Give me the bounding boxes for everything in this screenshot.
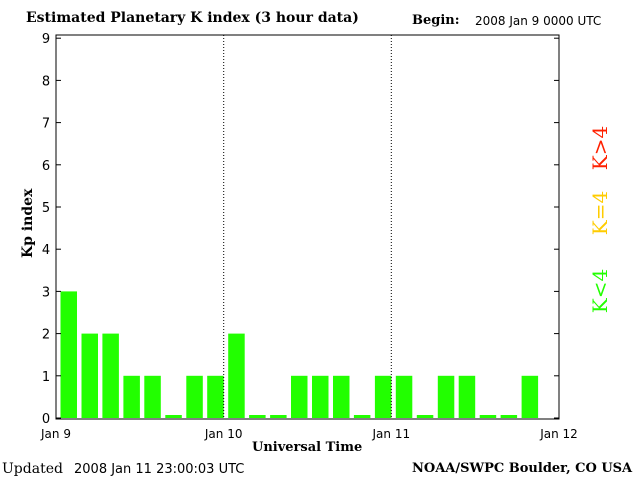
y-axis-label: Kp index xyxy=(20,188,36,258)
kp-bar xyxy=(333,375,350,418)
kp-bar xyxy=(416,415,434,418)
kp-bar xyxy=(521,375,539,418)
day-dividers xyxy=(223,35,392,419)
kp-bar xyxy=(249,415,266,418)
kp-bar xyxy=(353,415,371,418)
kp-bar xyxy=(228,333,245,418)
kp-bar xyxy=(186,375,203,418)
kp-bar xyxy=(500,415,518,418)
y-tick-label: 0 xyxy=(42,412,50,427)
kp-bar xyxy=(374,375,392,418)
kp-bar xyxy=(270,415,287,418)
x-tick-label: Jan 9 xyxy=(40,427,71,441)
kp-bar xyxy=(437,375,455,418)
x-tick-label: Jan 11 xyxy=(372,427,411,441)
x-axis-label: Universal Time xyxy=(252,440,363,455)
credit-text: NOAA/SWPC Boulder, CO USA xyxy=(412,461,633,476)
y-tick-label: 5 xyxy=(42,201,50,216)
kp-bar xyxy=(81,333,98,418)
kp-bar xyxy=(458,375,476,418)
kp-bar xyxy=(312,375,329,418)
y-tick-label: 3 xyxy=(42,285,50,300)
legend-k-below-4: K<4 xyxy=(588,268,612,314)
y-tick-label: 8 xyxy=(42,74,50,89)
y-tick-label: 2 xyxy=(42,328,50,343)
y-tick-label: 4 xyxy=(42,243,50,258)
begin-label: Begin: xyxy=(412,13,460,28)
y-tick-label: 6 xyxy=(42,159,50,174)
kp-bar xyxy=(395,375,413,418)
y-tick-label: 9 xyxy=(42,32,50,47)
kp-bar xyxy=(165,415,182,418)
x-tick-label: Jan 10 xyxy=(204,427,243,441)
kp-bar xyxy=(123,375,140,418)
x-tick-label: Jan 12 xyxy=(539,427,578,441)
kp-bar xyxy=(60,291,77,418)
begin-value: 2008 Jan 9 0000 UTC xyxy=(475,14,602,28)
kp-bar xyxy=(479,415,497,418)
y-tick-label: 7 xyxy=(42,117,50,132)
bars-group xyxy=(60,291,539,418)
kp-bar xyxy=(207,375,224,418)
plot-frame xyxy=(55,34,560,420)
y-axis-ticks: 0 1 2 3 4 5 6 7 8 9 xyxy=(42,32,559,427)
updated-label: Updated xyxy=(2,461,63,477)
kp-bar xyxy=(144,375,161,418)
kp-bar xyxy=(102,333,119,418)
y-tick-label: 1 xyxy=(42,370,50,385)
updated-value: 2008 Jan 11 23:00:03 UTC xyxy=(74,462,245,477)
x-axis-ticks: Jan 9 Jan 10 Jan 11 Jan 12 xyxy=(40,427,578,441)
chart-title: Estimated Planetary K index (3 hour data… xyxy=(26,10,359,26)
kp-bar xyxy=(291,375,308,418)
